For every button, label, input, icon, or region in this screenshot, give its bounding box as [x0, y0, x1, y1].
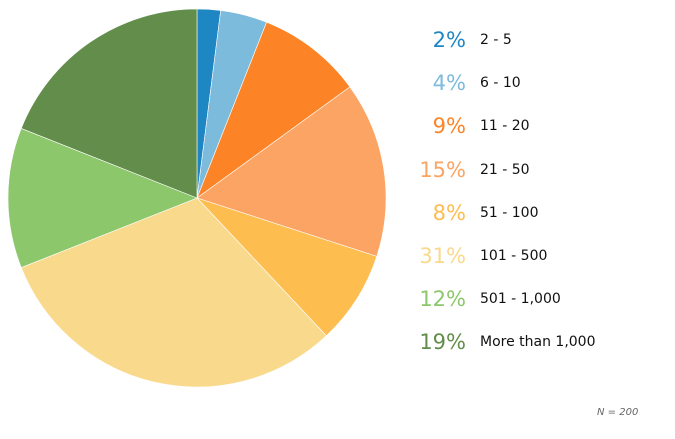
pie-slice-5	[196, 197, 378, 337]
legend-percent: 12%	[419, 287, 466, 312]
legend-item: 9% 11 - 20	[412, 109, 652, 143]
legend-item: 15% 21 - 50	[412, 153, 652, 187]
legend-item: 31% 101 - 500	[412, 239, 652, 273]
legend-item: 8% 51 - 100	[412, 196, 652, 230]
pie-slice-8	[20, 8, 198, 199]
legend-label: 11 - 20	[480, 118, 530, 135]
pie-slice-7	[7, 128, 198, 268]
legend-percent: 15%	[419, 157, 466, 182]
legend-item: 12% 501 - 1,000	[412, 282, 652, 316]
legend-percent: 9%	[432, 114, 466, 139]
sample-size-note: N = 200	[597, 407, 639, 418]
legend-percent: 31%	[419, 244, 466, 268]
legend-item: 19% More than 1,000	[412, 325, 652, 359]
pie-slice-6	[20, 197, 327, 388]
legend-percent: 2%	[432, 28, 466, 52]
legend-label: 101 - 500	[480, 248, 548, 264]
legend-label: 501 - 1,000	[480, 291, 561, 308]
legend-item: 4% 6 - 10	[412, 66, 652, 100]
legend-label: 6 - 10	[480, 75, 521, 92]
legend-label: 21 - 50	[480, 161, 530, 178]
legend-percent: 4%	[432, 71, 466, 96]
legend-percent: 8%	[432, 200, 466, 225]
legend-item: 2% 2 - 5	[412, 23, 652, 57]
legend-percent: 19%	[419, 330, 466, 355]
pie-slices	[7, 8, 387, 388]
pie-slice-3	[196, 21, 351, 199]
legend-label: 2 - 5	[480, 32, 512, 48]
legend-label: 51 - 100	[480, 204, 539, 221]
pie-slice-4	[196, 86, 387, 257]
legend-label: More than 1,000	[480, 334, 596, 351]
